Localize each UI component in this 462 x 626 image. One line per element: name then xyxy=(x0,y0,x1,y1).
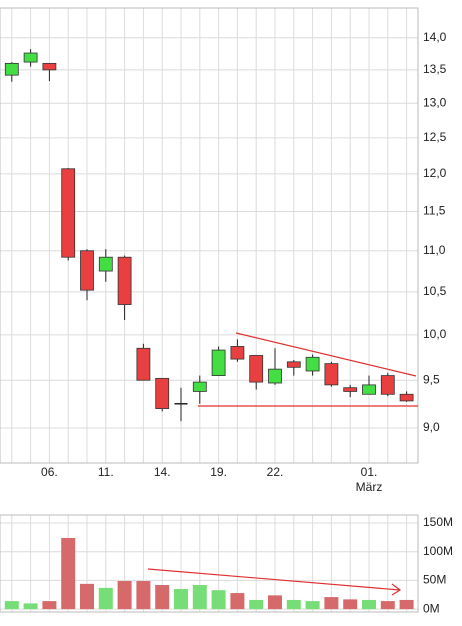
candle-body xyxy=(268,368,282,384)
y-tick-label: 11,5 xyxy=(423,204,446,218)
y-tick-label: 13,5 xyxy=(423,62,447,76)
candle-body xyxy=(192,381,207,392)
volume-frame xyxy=(0,514,419,613)
volume-bar xyxy=(380,601,395,610)
candle-body xyxy=(286,361,301,368)
grid-layer xyxy=(0,8,418,612)
volume-bar xyxy=(42,601,57,610)
volume-bar xyxy=(136,581,151,610)
y-tick-label: 100M xyxy=(423,544,453,558)
x-sublabel: März xyxy=(356,480,383,494)
candle-body xyxy=(61,168,76,258)
volume-bar xyxy=(343,599,358,610)
candle-body xyxy=(4,62,19,76)
y-tick-label: 10,5 xyxy=(423,284,447,298)
candle-body xyxy=(98,256,113,272)
volume-bar xyxy=(211,590,226,610)
volume-bar xyxy=(268,595,282,610)
candle-body xyxy=(42,62,57,71)
y-tick-label: 14,0 xyxy=(423,30,447,44)
candle-body xyxy=(80,250,94,291)
volume-bar xyxy=(230,593,245,610)
arrow-head xyxy=(391,583,402,596)
candle-body xyxy=(399,393,414,402)
y-tick-label: 9,0 xyxy=(423,420,440,434)
x-tick-label: 01. xyxy=(361,465,378,479)
x-tick-label: 11. xyxy=(98,465,114,479)
candle-body xyxy=(305,356,320,372)
y-tick-label: 150M xyxy=(423,515,453,529)
candle-body xyxy=(380,375,395,395)
volume-bar xyxy=(23,603,38,610)
x-tick-label: 22. xyxy=(267,465,284,479)
volume-bar xyxy=(61,537,76,610)
volume-bar xyxy=(362,599,376,610)
candle-body xyxy=(23,52,38,63)
trend-line xyxy=(235,332,417,377)
candle-body xyxy=(249,355,264,383)
x-tick-label: 19. xyxy=(210,465,227,479)
marks xyxy=(4,49,414,610)
volume-bar xyxy=(399,599,414,610)
candle-body xyxy=(117,256,132,305)
volume-bar xyxy=(98,587,113,610)
candle-body xyxy=(362,384,376,395)
candle-body xyxy=(211,349,226,376)
y-tick-label: 10,0 xyxy=(423,327,447,341)
volume-bar xyxy=(249,599,264,610)
y-tick-label: 50M xyxy=(423,573,446,587)
candle-body xyxy=(324,363,339,386)
volume-bar xyxy=(324,597,339,610)
candle-body xyxy=(155,377,170,409)
volume-bar xyxy=(192,585,207,610)
volume-bar xyxy=(80,583,94,610)
candle-body xyxy=(343,387,358,392)
volume-bar xyxy=(305,601,320,610)
y-tick-label: 0M xyxy=(423,601,440,615)
y-tick-label: 11,0 xyxy=(423,243,446,257)
candle-body xyxy=(136,347,151,381)
volume-bar xyxy=(286,599,301,610)
candle-body xyxy=(230,346,245,360)
y-tick-label: 9,5 xyxy=(423,372,440,386)
volume-bar xyxy=(4,601,19,610)
y-tick-label: 13,0 xyxy=(423,95,447,109)
x-tick-label: 06. xyxy=(41,465,58,479)
y-tick-label: 12,5 xyxy=(423,130,447,144)
y-tick-label: 12,0 xyxy=(423,166,447,180)
x-tick-label: 14. xyxy=(154,465,171,479)
volume-bar xyxy=(117,581,132,610)
volume-trend xyxy=(147,568,401,591)
volume-bar xyxy=(174,589,188,610)
price-frame xyxy=(0,7,419,464)
volume-bar xyxy=(155,585,170,610)
